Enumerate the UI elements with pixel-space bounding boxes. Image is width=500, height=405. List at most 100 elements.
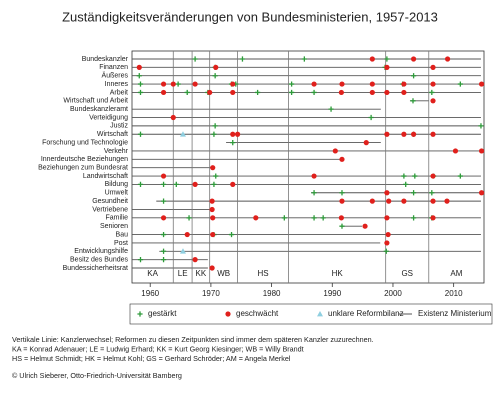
marker-dot — [253, 215, 259, 221]
footnote: KA = Konrad Adenauer; LE = Ludwig Erhard… — [12, 344, 304, 353]
marker-dot — [170, 81, 176, 87]
marker-dot — [332, 148, 338, 154]
marker-plus — [173, 181, 179, 187]
marker-dot — [192, 181, 198, 187]
marker-dot — [192, 81, 198, 87]
chancellor-label: WB — [217, 269, 230, 278]
marker-plus — [401, 173, 407, 179]
marker-plus — [311, 215, 317, 221]
marker-plus — [339, 223, 345, 229]
marker-plus — [281, 215, 287, 221]
marker-dot — [430, 131, 436, 137]
marker-plus — [160, 198, 167, 204]
category-label: Inneres — [105, 81, 129, 88]
category-label: Bundeskanzler — [82, 56, 129, 63]
marker-plus — [429, 190, 435, 196]
chart-title: Zuständigkeitsveränderungen von Bundesmi… — [62, 9, 438, 24]
legend-label: Existenz Ministerium — [418, 309, 492, 318]
marker-plus — [136, 73, 142, 79]
category-label: Verteidigung — [89, 114, 128, 121]
marker-dot — [478, 190, 485, 196]
marker-plus — [211, 131, 217, 137]
category-label: Vertriebene — [92, 206, 128, 213]
marker-dot — [209, 265, 215, 271]
category-label: Forschung und Technologie — [42, 139, 128, 146]
marker-dot — [401, 89, 407, 96]
marker-dot — [478, 81, 485, 87]
marker-plus — [328, 106, 334, 112]
marker-dot — [430, 173, 436, 179]
marker-dot — [401, 198, 407, 204]
marker-plus — [478, 123, 484, 129]
marker-plus — [383, 248, 389, 254]
marker-dot — [225, 311, 231, 317]
marker-plus — [412, 173, 418, 179]
marker-plus — [137, 131, 144, 137]
category-label: Entwicklungshilfe — [74, 248, 128, 255]
marker-dot — [160, 89, 167, 96]
marker-plus — [160, 181, 167, 187]
x-tick-label: 1970 — [202, 289, 220, 298]
category-label: Bundessicherheitsrat — [63, 265, 128, 272]
marker-plus — [368, 114, 374, 121]
x-tick-label: 1960 — [141, 289, 159, 298]
marker-dot — [339, 156, 345, 162]
marker-dot — [230, 181, 236, 187]
marker-dot — [184, 231, 190, 238]
marker-dot — [209, 198, 215, 204]
category-label: Umwelt — [105, 190, 128, 197]
marker-dot — [369, 56, 375, 62]
category-label: Finanzen — [99, 64, 128, 71]
marker-plus — [289, 89, 295, 96]
marker-dot — [136, 64, 142, 70]
marker-dot — [192, 257, 198, 263]
category-label: Beziehungen zum Bundesrat — [38, 165, 128, 172]
marker-dot — [230, 81, 236, 87]
marker-dot — [385, 231, 391, 238]
marker-triangle — [317, 311, 323, 317]
marker-plus — [137, 181, 144, 187]
marker-dot — [170, 114, 176, 121]
x-tick-label: 2000 — [384, 289, 402, 298]
marker-plus — [212, 123, 218, 129]
marker-dot — [230, 89, 236, 96]
chancellor-label: KA — [147, 269, 158, 278]
marker-plus — [255, 89, 261, 96]
category-label: Wirtschaft und Arbeit — [63, 98, 128, 105]
marker-plus — [411, 190, 417, 196]
marker-plus — [175, 81, 181, 87]
marker-dot — [311, 81, 317, 87]
category-label: Verkehr — [104, 148, 129, 155]
marker-dot — [339, 81, 345, 87]
marker-dot — [210, 165, 216, 171]
plot-frame — [131, 50, 485, 284]
marker-dot — [478, 148, 485, 154]
legend-label: unklare Reformbilanz — [328, 309, 404, 318]
x-tick-label: 2010 — [445, 289, 463, 298]
marker-plus — [403, 181, 409, 187]
marker-dot — [363, 140, 369, 146]
marker-dot — [411, 131, 417, 137]
marker-plus — [384, 56, 390, 62]
chancellor-label: KK — [196, 269, 207, 278]
chancellor-label: LE — [178, 269, 188, 278]
marker-plus — [411, 215, 417, 221]
marker-dot — [338, 215, 344, 221]
marker-dot — [362, 223, 368, 229]
category-label: Besitz des Bundes — [70, 256, 128, 263]
legend-label: geschwächt — [236, 309, 279, 318]
marker-dot — [430, 98, 436, 104]
marker-dot — [210, 215, 216, 221]
marker-plus — [410, 98, 416, 104]
chancellor-label: HS — [258, 269, 269, 278]
chancellor-label: AM — [450, 269, 462, 278]
marker-dot — [339, 198, 345, 204]
marker-dot — [384, 89, 390, 96]
marker-plus — [184, 89, 190, 96]
marker-plus — [137, 89, 144, 96]
marker-dot — [230, 131, 236, 137]
marker-plus — [289, 81, 295, 87]
marker-dot — [452, 148, 459, 154]
marker-plus — [311, 89, 317, 96]
